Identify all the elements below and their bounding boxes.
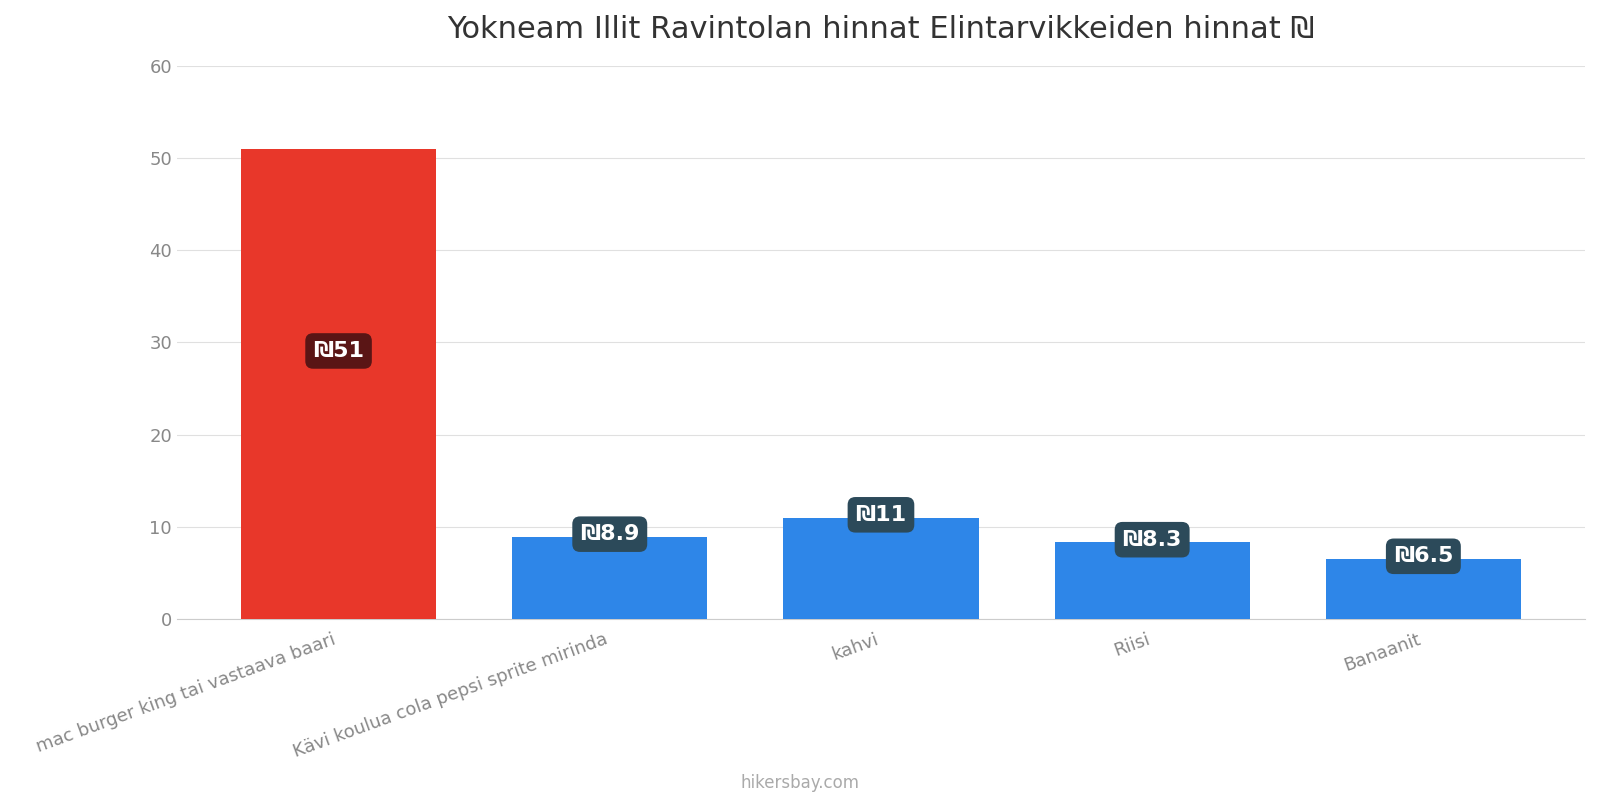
Text: ₪8.9: ₪8.9: [581, 524, 640, 544]
Bar: [1326, 559, 1522, 619]
Text: ₪51: ₪51: [314, 341, 365, 361]
Bar: [1054, 542, 1250, 619]
Text: ₪6.5: ₪6.5: [1394, 546, 1453, 566]
Bar: [784, 518, 979, 619]
Text: hikersbay.com: hikersbay.com: [741, 774, 859, 792]
Title: Yokneam Illit Ravintolan hinnat Elintarvikkeiden hinnat ₪: Yokneam Illit Ravintolan hinnat Elintarv…: [448, 15, 1315, 44]
Text: ₪11: ₪11: [856, 505, 907, 525]
Bar: [242, 149, 437, 619]
Bar: [512, 537, 707, 619]
Text: ₪8.3: ₪8.3: [1123, 530, 1182, 550]
